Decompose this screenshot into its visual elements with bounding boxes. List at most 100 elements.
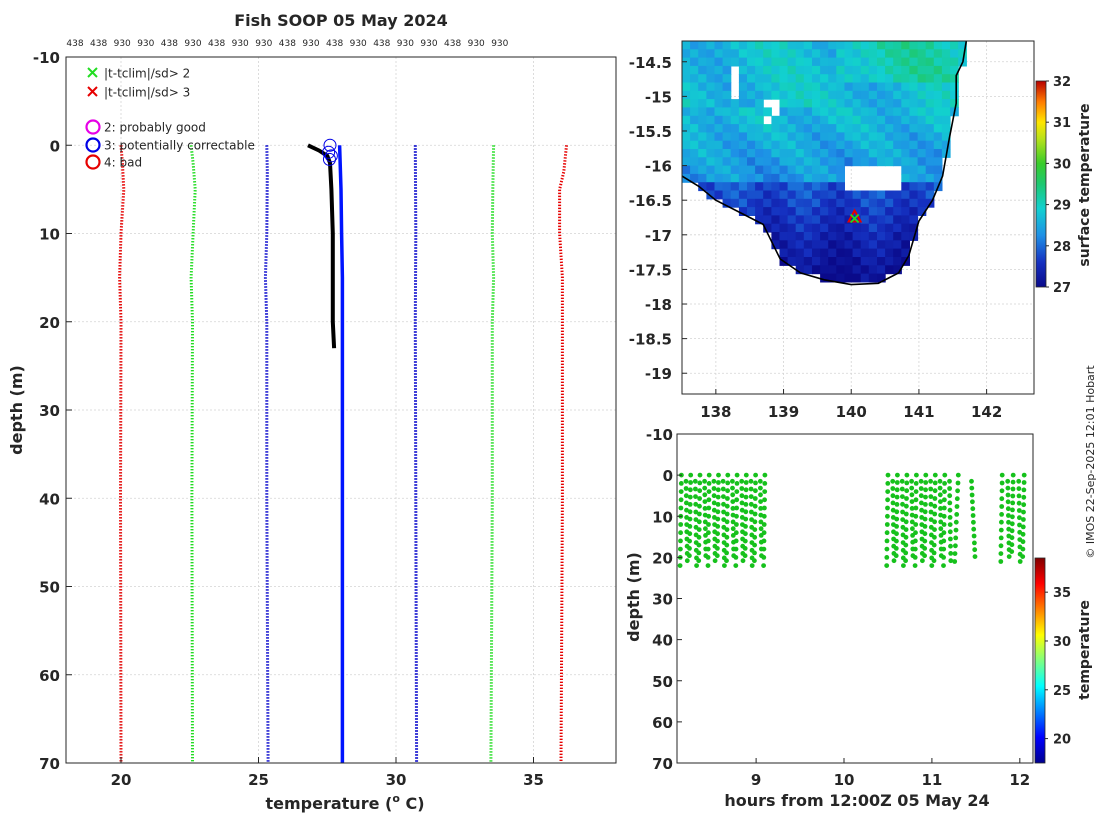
depth-sample-point — [696, 527, 702, 532]
depth-sample-point — [725, 496, 730, 501]
depth-sample-point — [903, 550, 909, 556]
sst-cell — [836, 57, 845, 67]
depth-sample-point — [970, 499, 975, 505]
sst-cell — [844, 132, 854, 142]
depth-sample-point — [972, 540, 977, 546]
sst-cell — [909, 215, 919, 225]
depth-sample-point — [734, 505, 739, 511]
sst-cell — [877, 90, 886, 100]
sst-cell — [868, 149, 878, 158]
sst-cell — [877, 107, 886, 117]
depth-sample-point — [733, 538, 739, 544]
depth-sample-point — [894, 509, 900, 515]
sst-cell — [747, 99, 756, 108]
sst-cell — [698, 107, 707, 117]
sst-cell — [771, 190, 781, 200]
sst-cell — [803, 115, 813, 125]
sst-cell — [836, 82, 845, 92]
sst-cell — [755, 99, 764, 108]
depth-sample-point — [1021, 517, 1026, 522]
sst-cell — [706, 41, 716, 50]
sst-cell — [909, 190, 919, 200]
depth-sample-point — [971, 526, 977, 532]
map-y-tick-label: -16 — [645, 158, 672, 176]
legend-entry-label: 2: probably good — [104, 121, 206, 135]
sst-cell — [803, 257, 813, 266]
depth-sample-point — [697, 480, 703, 486]
sst-cell — [738, 65, 748, 75]
sst-cell — [901, 248, 910, 258]
depth-sample-point — [900, 517, 906, 522]
sst-cell — [844, 190, 854, 200]
sst-cell — [820, 190, 829, 200]
depth-sample-point — [696, 550, 702, 556]
time-depth-y-tick-label: 30 — [652, 591, 673, 609]
sst-cell — [860, 248, 870, 258]
sst-cell — [714, 41, 724, 50]
depth-sample-point — [702, 499, 708, 504]
sst-cell — [812, 107, 821, 117]
sst-cell — [771, 182, 781, 192]
sst-cell — [909, 65, 919, 75]
sst-cell — [844, 265, 854, 275]
depth-sample-point — [952, 559, 958, 564]
depth-sample-point — [697, 472, 703, 478]
map-y-ticks: -14.5 -15 -15.5 -16 -16.5 -17 -17.5 -18 -18.5 -19 — [629, 54, 687, 383]
sst-cell — [771, 223, 781, 233]
depth-sample-point — [954, 496, 960, 502]
sst-cell — [812, 190, 821, 200]
depth-sample-point — [715, 487, 721, 493]
sst-cell — [803, 240, 813, 250]
sst-cell — [901, 173, 910, 183]
sst-cell — [828, 190, 837, 200]
sst-cell — [812, 265, 821, 275]
series-clim-mean-high — [413, 145, 419, 763]
sst-cell — [755, 49, 764, 59]
depth-sample-point — [969, 478, 974, 484]
profile-y-tick-label: 20 — [39, 314, 60, 332]
sst-cell — [893, 215, 902, 225]
sst-cell — [812, 149, 821, 158]
sst-cell — [885, 232, 894, 241]
depth-sample-point — [715, 502, 721, 507]
sst-cell — [690, 132, 699, 142]
depth-sample-point — [748, 501, 754, 507]
sst-cell — [925, 165, 935, 175]
sst-cell — [885, 198, 894, 208]
sst-cell — [682, 74, 691, 84]
depth-sample-point — [909, 492, 915, 498]
sst-cell — [795, 240, 805, 250]
sst-cell — [877, 273, 886, 283]
sst-cell — [763, 215, 772, 225]
sst-cell — [860, 124, 870, 133]
depth-sample-point — [971, 519, 976, 525]
sst-cell — [820, 82, 829, 92]
sst-cell — [950, 82, 959, 92]
sst-cell — [755, 198, 764, 208]
top-station-label: 438 — [90, 39, 107, 49]
sst-cell — [901, 99, 910, 108]
depth-sample-point — [932, 511, 938, 517]
depth-sample-point — [970, 506, 976, 512]
depth-sample-point — [971, 533, 977, 539]
sst-cell — [682, 157, 691, 167]
sst-cell — [763, 65, 772, 75]
sst-cell — [738, 99, 748, 108]
depth-sample-point — [724, 503, 730, 509]
depth-sample-point — [947, 515, 953, 520]
sst-cell — [917, 107, 927, 117]
sst-cell — [893, 149, 902, 158]
top-station-labels: 438 438 930 930 438 930 438 930 930 438 930 438 930 4… — [66, 39, 508, 49]
sst-cell — [795, 132, 805, 142]
sst-cell — [803, 265, 813, 275]
sst-cell — [812, 198, 821, 208]
sst-cell — [836, 124, 845, 133]
sst-cell — [950, 90, 959, 100]
depth-sample-point — [730, 485, 735, 491]
depth-sample-point — [885, 497, 890, 503]
sst-cell — [820, 232, 829, 241]
sst-cell — [893, 248, 902, 258]
map-y-tick-label: -15.5 — [629, 123, 672, 141]
depth-sample-point — [923, 502, 928, 507]
sst-cell — [803, 223, 813, 233]
